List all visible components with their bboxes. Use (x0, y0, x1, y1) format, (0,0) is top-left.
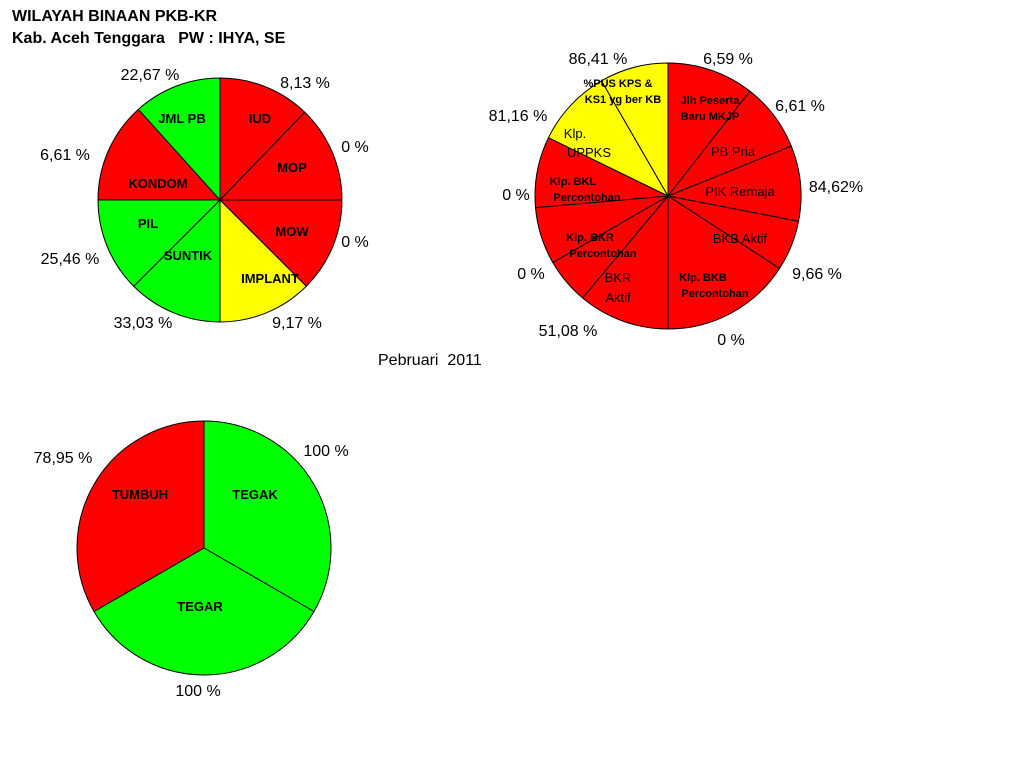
slice-category-label: PB Pria (711, 144, 756, 159)
slice-category-label: Klp. BKR (566, 232, 614, 244)
slice-value-label: 78,95 % (34, 450, 93, 467)
slice-category-label: Percontohan (569, 248, 637, 260)
slice-category-label: IUD (249, 111, 271, 126)
slice-value-label: 0 % (341, 234, 369, 251)
slice-category-label: MOW (275, 224, 309, 239)
period-label: Pebruari 2011 (378, 352, 482, 369)
slice-value-label: 0 % (717, 332, 745, 349)
slice-value-label: 86,41 % (569, 51, 628, 68)
slice-value-label: 0 % (502, 187, 530, 204)
slice-category-label: UPPKS (567, 145, 611, 160)
slice-category-label: TEGAK (232, 487, 278, 502)
pie-slice-bkr-aktif (581, 194, 669, 330)
slice-category-label: Percontohan (681, 288, 749, 300)
slice-value-label: 81,16 % (489, 108, 548, 125)
slice-value-label: 22,67 % (121, 67, 180, 84)
pie-slice-mow (218, 199, 343, 287)
pie-slice-kondom (97, 108, 222, 201)
title-line-2: Kab. Aceh Tenggara PW : IHYA, SE (12, 30, 286, 47)
slice-value-label: 25,46 % (41, 251, 100, 268)
slice-value-label: 100 % (175, 683, 220, 700)
slice-value-label: 8,13 % (280, 75, 330, 92)
slice-category-label: Baru MKJP (681, 111, 740, 123)
slice-value-label: 6,59 % (703, 51, 753, 68)
slice-value-label: 33,03 % (114, 315, 173, 332)
slice-category-label: Klp. BKL (550, 176, 597, 188)
slice-value-label: 9,17 % (272, 315, 322, 332)
slice-category-label: %PUS KPS & (583, 78, 652, 90)
slice-category-label: Jlh Peserta (681, 95, 741, 107)
pie-slice-jml-pb (137, 77, 221, 202)
pie-slice-pus-kps-ks1-yg-ber-kb (600, 62, 669, 198)
slice-category-label: Klp. BKB (679, 272, 727, 284)
slice-value-label: 100 % (303, 443, 348, 460)
pie-slice-pil (97, 199, 222, 287)
slice-category-label: Percontohan (553, 192, 621, 204)
pie-slice-implant (219, 198, 307, 323)
slice-category-label: SUNTIK (164, 248, 213, 263)
slice-category-label: IMPLANT (241, 271, 299, 286)
slice-category-label: BKB Aktif (713, 231, 768, 246)
slice-category-label: MOP (277, 160, 307, 175)
slice-category-label: Klp. (564, 126, 586, 141)
slice-category-label: Aktif (605, 290, 631, 305)
pie-slice-suntik (133, 198, 221, 323)
slice-category-label: PIL (138, 216, 158, 231)
slice-category-label: PIK Remaja (705, 184, 775, 199)
pie-slice-tumbuh (76, 420, 205, 613)
slice-value-label: 84,62% (809, 179, 863, 196)
slice-value-label: 6,61 % (775, 98, 825, 115)
title-line-1: WILAYAH BINAAN PKB-KR (12, 8, 218, 25)
slice-category-label: TEGAR (177, 599, 223, 614)
slice-category-label: KS1 yg ber KB (585, 94, 661, 106)
pie-slice-pus-kps-ks1-yg-ber-kb (547, 80, 670, 198)
pie-slice-klp-bkb-percontohan (667, 195, 781, 330)
slice-category-label: TUMBUH (112, 487, 168, 502)
slice-category-label: JML PB (158, 111, 205, 126)
pie-slice-jlh-peserta-baru-mkjp (667, 62, 751, 198)
pie-slice-mop (218, 111, 343, 201)
slice-value-label: 0 % (517, 266, 545, 283)
page-title: WILAYAH BINAAN PKB-KR Kab. Aceh Tenggara… (12, 6, 285, 50)
slice-value-label: 6,61 % (40, 147, 90, 164)
slice-category-label: BKR (605, 270, 632, 285)
pie-slice-tegak (203, 420, 332, 613)
slice-value-label: 0 % (341, 139, 369, 156)
slice-value-label: 51,08 % (539, 323, 598, 340)
slice-category-label: KONDOM (128, 176, 187, 191)
slice-value-label: 9,66 % (792, 266, 842, 283)
pie-slice-tegar (93, 547, 315, 676)
pie-slice-iud (219, 77, 306, 202)
